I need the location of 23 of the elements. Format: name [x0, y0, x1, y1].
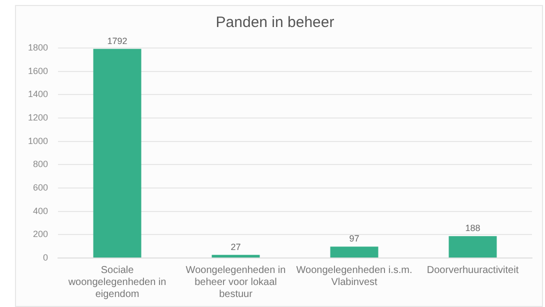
y-tick-label: 800 — [32, 159, 48, 170]
x-tick-label: Woongelegenheden in beheer voor lokaal bestuur — [186, 264, 286, 300]
bar — [93, 48, 142, 258]
x-tick-label: Sociale woongelegenheden in eigendom — [67, 264, 166, 300]
bar — [212, 254, 260, 258]
bar — [330, 246, 378, 258]
chart-title: Panden in beheer — [216, 14, 334, 32]
data-label: 27 — [230, 242, 241, 252]
y-tick-label: 1200 — [28, 112, 48, 122]
data-label: 97 — [349, 234, 360, 244]
y-tick-label: 400 — [32, 206, 48, 216]
data-label: 188 — [465, 223, 480, 234]
y-tick-label: 1000 — [28, 136, 48, 146]
y-tick-label: 1600 — [28, 66, 48, 76]
x-tick-label: Woongelegenheden i.s.m. Vlabinvest — [296, 264, 412, 288]
y-tick-label: 200 — [32, 229, 48, 240]
y-tick-label: 600 — [32, 182, 48, 192]
x-tick-label: Doorverhuuractiviteit — [426, 264, 519, 276]
data-label: 1792 — [107, 36, 128, 46]
bar — [448, 236, 497, 258]
y-tick-label: 0 — [43, 252, 48, 262]
y-tick-label: 1800 — [28, 42, 48, 52]
y-tick-label: 1400 — [28, 89, 48, 100]
